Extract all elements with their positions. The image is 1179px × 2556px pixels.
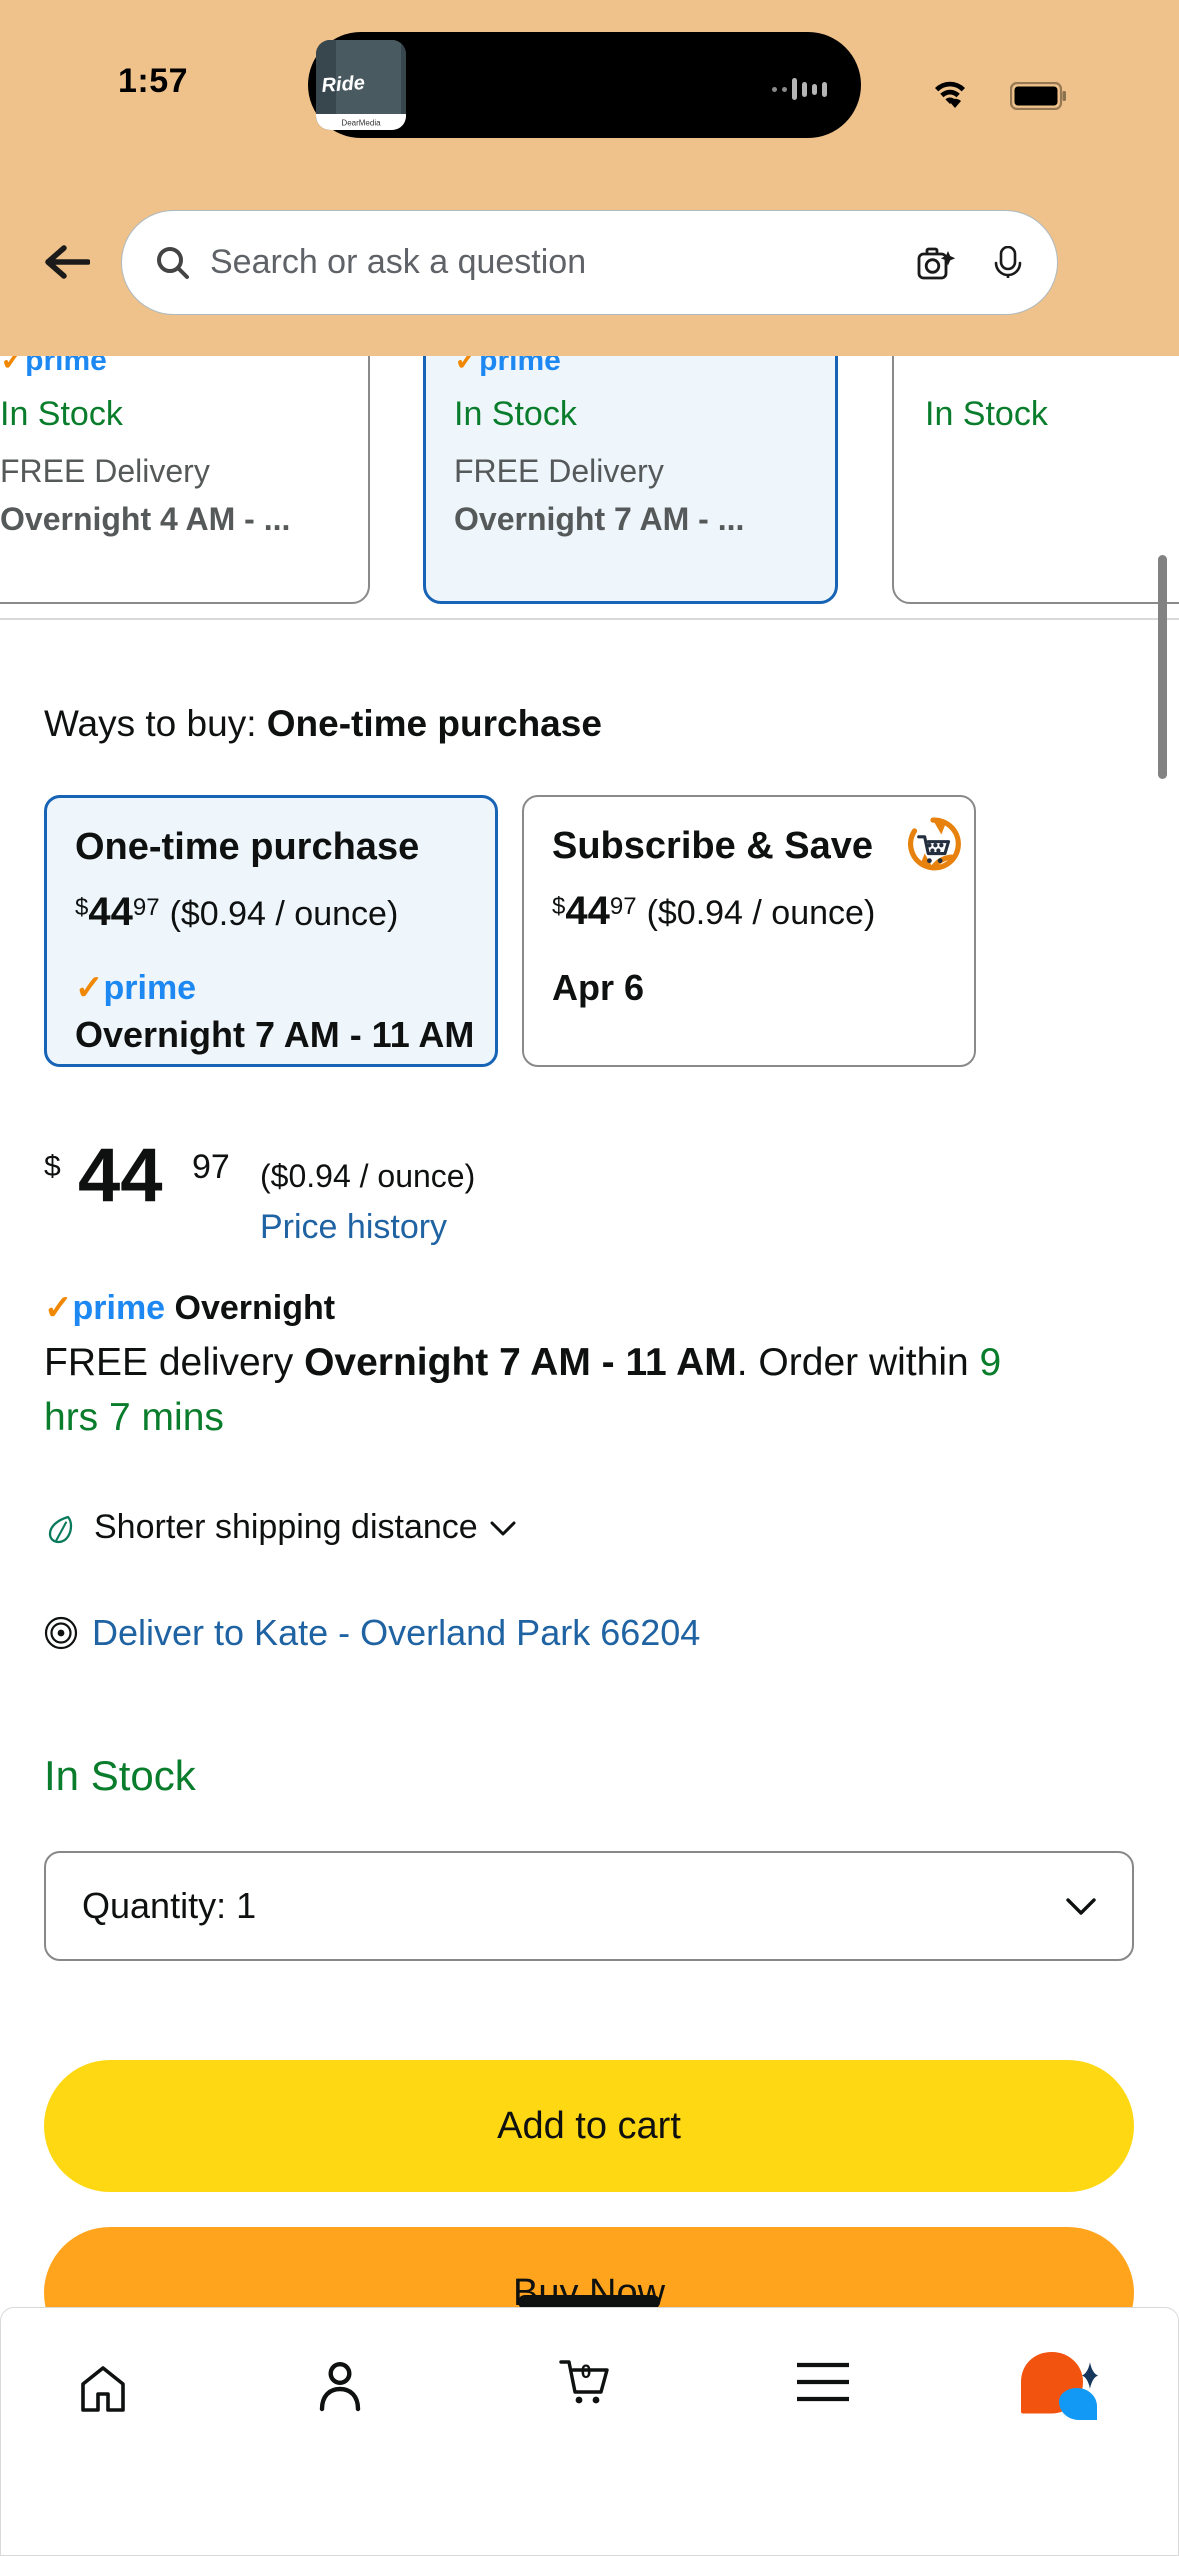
svg-text:0: 0 xyxy=(581,2362,592,2383)
svg-text:Ride: Ride xyxy=(321,72,366,97)
svg-text:DearMedia: DearMedia xyxy=(341,119,381,128)
